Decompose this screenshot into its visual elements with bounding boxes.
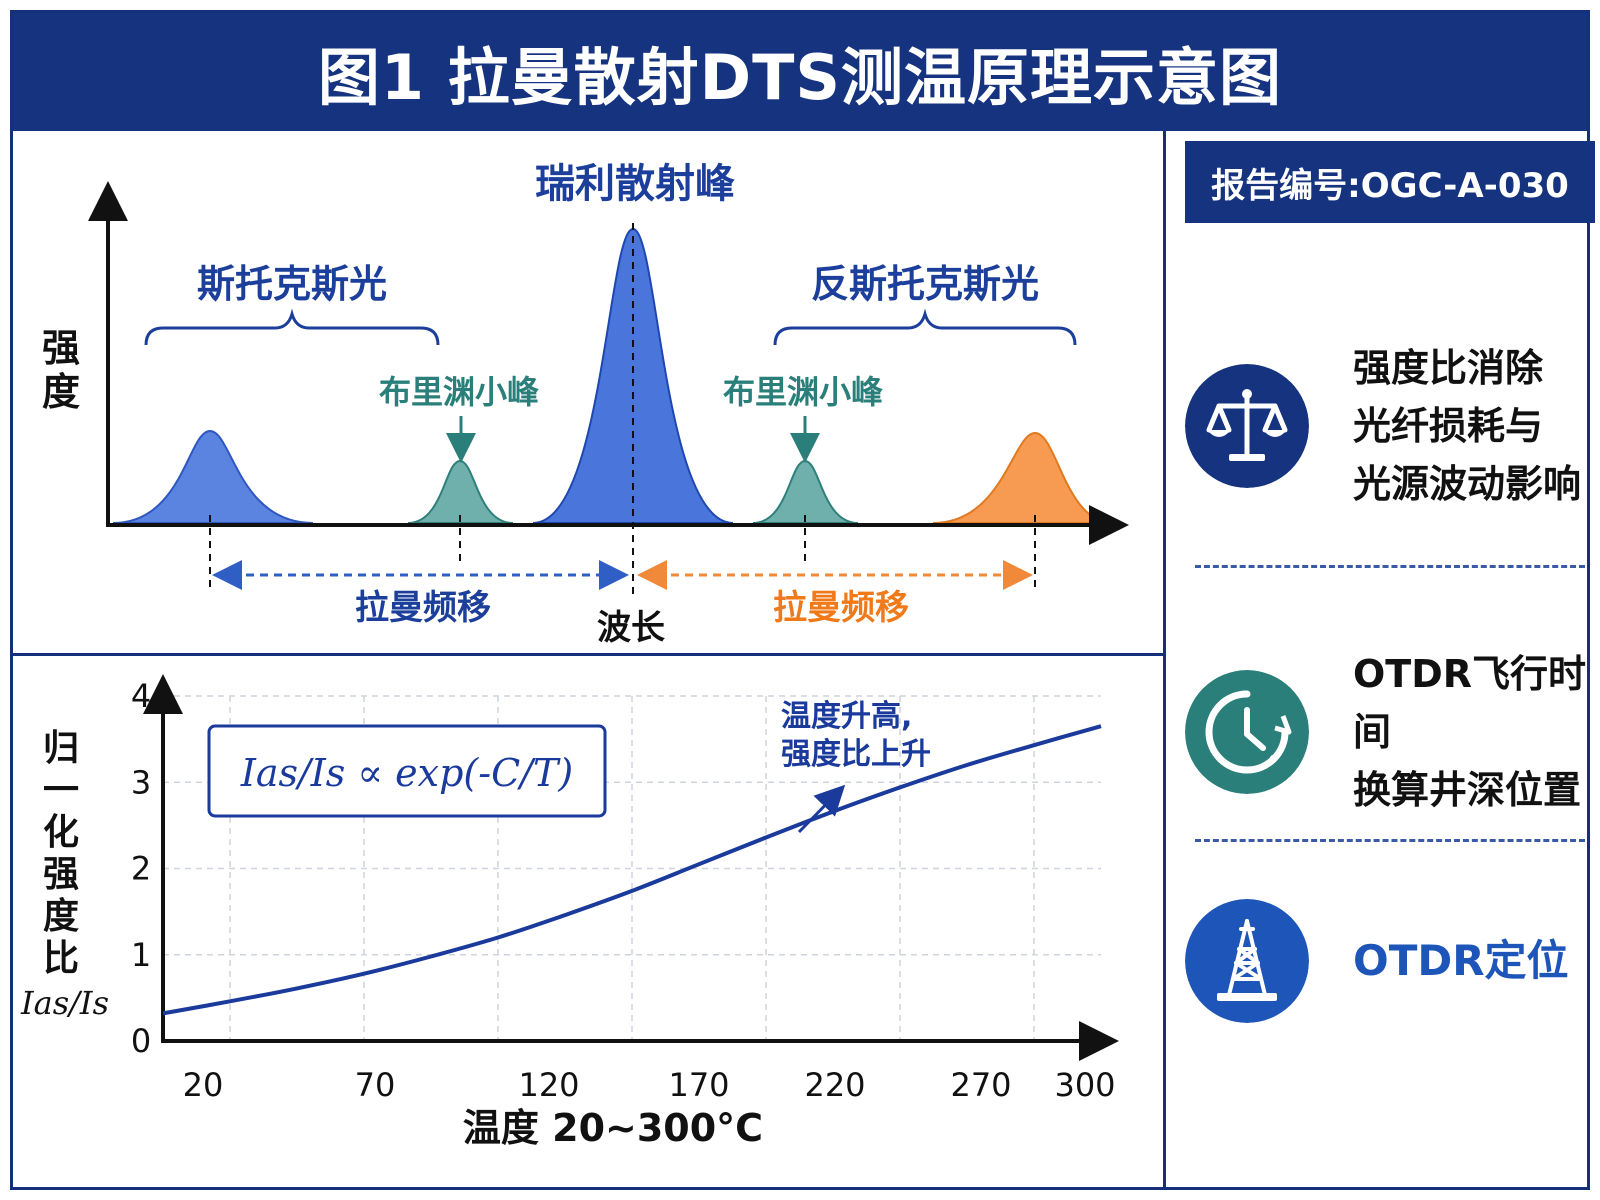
otdr-location-text: OTDR定位 xyxy=(1353,936,1569,985)
svg-text:化: 化 xyxy=(43,812,79,853)
vertical-divider xyxy=(1163,131,1166,1190)
report-number-label: 报告编号:OGC-A-030 xyxy=(1211,165,1569,206)
formula-text: Ias/Is ∝ exp(-C/T) xyxy=(240,751,573,795)
annotation-arrow xyxy=(797,784,846,834)
balance-scale-icon xyxy=(1185,364,1309,488)
chart-y-label-symbol: Ias/Is xyxy=(20,984,109,1022)
y-tick-label: 0 xyxy=(131,1022,151,1060)
ratio-curve xyxy=(162,724,1102,1016)
chart-y-label: 归 一 化 强 度 比 xyxy=(43,728,79,979)
svg-text:度: 度 xyxy=(43,896,79,937)
sidebar-separator-2 xyxy=(1195,839,1585,842)
chart-ticks: 0 1 2 3 4 20 70 120 170 220 270 300 xyxy=(131,677,1116,1104)
horizontal-divider xyxy=(13,653,1163,656)
raman-shift-right-label: 拉曼频移 xyxy=(773,588,909,628)
anti-stokes-brace xyxy=(773,308,1077,346)
x-tick-label: 120 xyxy=(518,1066,579,1104)
otdr-time-text-2: 换算井深位置 xyxy=(1353,768,1582,812)
raman-spectrum-diagram: 强 度 瑞利散射峰 斯托克斯光 反斯托克斯光 布里渊小峰 布里渊小峰 拉曼频移 … xyxy=(42,161,1129,648)
brillouin-peak-right xyxy=(752,459,859,524)
y-tick-label: 3 xyxy=(131,763,151,801)
raman-shift-left-label: 拉曼频移 xyxy=(355,588,491,628)
ratio-temperature-chart: 0 1 2 3 4 20 70 120 170 220 270 300 Ias/Is ∝ exp(-C… xyxy=(20,674,1119,1150)
y-tick-label: 1 xyxy=(131,936,151,974)
anti-stokes-label: 反斯托克斯光 xyxy=(811,262,1039,306)
intensity-ratio-text-1: 强度比消除 xyxy=(1353,346,1544,390)
svg-text:比: 比 xyxy=(43,938,79,979)
stokes-brace xyxy=(144,308,440,346)
sidebar-separator-1 xyxy=(1195,565,1585,568)
otdr-time-text-1: OTDR飞行时间 xyxy=(1353,652,1587,754)
y-tick-label: 4 xyxy=(131,677,151,715)
annotation-line-2: 强度比上升 xyxy=(781,737,931,772)
x-tick-label: 300 xyxy=(1054,1066,1115,1104)
spectrum-y-label-2: 度 xyxy=(42,370,80,414)
chart-x-label: 温度 20~300°C xyxy=(463,1106,763,1150)
x-tick-label: 220 xyxy=(804,1066,865,1104)
formula-box xyxy=(207,724,607,818)
sidebar-item-otdr-location: OTDR定位 xyxy=(1185,899,1569,1023)
figure-header: 图1 拉曼散射DTS测温原理示意图 xyxy=(13,13,1587,131)
svg-text:归: 归 xyxy=(43,728,79,769)
x-tick-label: 70 xyxy=(355,1066,396,1104)
x-tick-label: 20 xyxy=(183,1066,224,1104)
spectrum-y-label-1: 强 xyxy=(42,326,80,370)
stokes-label: 斯托克斯光 xyxy=(197,262,387,306)
brillouin-right-label: 布里渊小峰 xyxy=(723,373,883,411)
anti-stokes-peak xyxy=(932,431,1114,524)
spectrum-x-label: 波长 xyxy=(597,608,665,648)
annotation-line-1: 温度升高, xyxy=(781,699,912,734)
x-tick-label: 170 xyxy=(668,1066,729,1104)
intensity-ratio-text-3: 光源波动影响 xyxy=(1353,462,1582,506)
figure-title: 图1 拉曼散射DTS测温原理示意图 xyxy=(317,41,1283,114)
brillouin-peak-left xyxy=(407,459,514,524)
figure-frame: 图1 拉曼散射DTS测温原理示意图 xyxy=(10,10,1595,1190)
report-number-box: 报告编号:OGC-A-030 xyxy=(1185,141,1595,223)
svg-text:一: 一 xyxy=(43,770,79,811)
brillouin-left-label: 布里渊小峰 xyxy=(379,373,539,411)
rayleigh-label: 瑞利散射峰 xyxy=(535,161,735,207)
y-tick-label: 2 xyxy=(131,850,151,888)
sidebar-item-intensity-ratio: 强度比消除 光纤损耗与 光源波动影响 xyxy=(1185,339,1581,513)
intensity-ratio-text-2: 光纤损耗与 xyxy=(1353,404,1544,448)
oil-derrick-icon xyxy=(1185,899,1309,1023)
sidebar-item-otdr-time: OTDR飞行时间 换算井深位置 xyxy=(1185,645,1587,819)
clock-icon xyxy=(1185,670,1309,794)
x-tick-label: 270 xyxy=(950,1066,1011,1104)
svg-text:强: 强 xyxy=(43,854,79,895)
stokes-peak xyxy=(112,429,314,524)
rayleigh-peak xyxy=(532,227,734,524)
